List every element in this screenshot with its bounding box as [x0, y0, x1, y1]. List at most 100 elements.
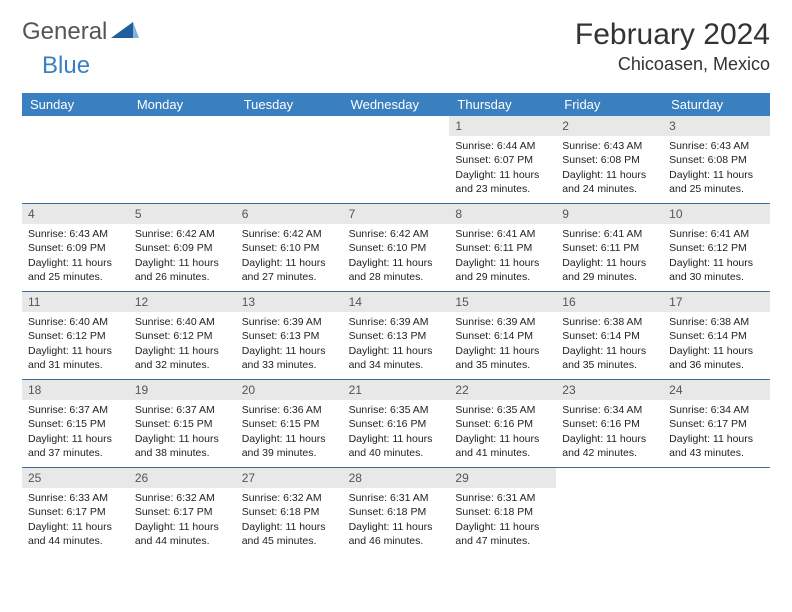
- day-number: 15: [449, 292, 556, 312]
- calendar-cell: [343, 116, 450, 204]
- day-number: 6: [236, 204, 343, 224]
- calendar-cell: 27Sunrise: 6:32 AMSunset: 6:18 PMDayligh…: [236, 468, 343, 556]
- day-details: Sunrise: 6:41 AMSunset: 6:11 PMDaylight:…: [556, 224, 663, 290]
- day-details: Sunrise: 6:39 AMSunset: 6:14 PMDaylight:…: [449, 312, 556, 378]
- weekday-header: Tuesday: [236, 93, 343, 116]
- calendar-cell: 16Sunrise: 6:38 AMSunset: 6:14 PMDayligh…: [556, 292, 663, 380]
- weekday-header: Friday: [556, 93, 663, 116]
- calendar-cell: 21Sunrise: 6:35 AMSunset: 6:16 PMDayligh…: [343, 380, 450, 468]
- day-details: Sunrise: 6:40 AMSunset: 6:12 PMDaylight:…: [129, 312, 236, 378]
- day-number: 7: [343, 204, 450, 224]
- calendar-cell: 15Sunrise: 6:39 AMSunset: 6:14 PMDayligh…: [449, 292, 556, 380]
- calendar-cell: 10Sunrise: 6:41 AMSunset: 6:12 PMDayligh…: [663, 204, 770, 292]
- day-number: 12: [129, 292, 236, 312]
- day-number: 25: [22, 468, 129, 488]
- day-number: 26: [129, 468, 236, 488]
- day-number: 18: [22, 380, 129, 400]
- calendar-cell: 3Sunrise: 6:43 AMSunset: 6:08 PMDaylight…: [663, 116, 770, 204]
- calendar-cell: 28Sunrise: 6:31 AMSunset: 6:18 PMDayligh…: [343, 468, 450, 556]
- day-number: 2: [556, 116, 663, 136]
- calendar-cell: 25Sunrise: 6:33 AMSunset: 6:17 PMDayligh…: [22, 468, 129, 556]
- day-details: Sunrise: 6:43 AMSunset: 6:08 PMDaylight:…: [556, 136, 663, 202]
- calendar-cell: 5Sunrise: 6:42 AMSunset: 6:09 PMDaylight…: [129, 204, 236, 292]
- weekday-header-row: SundayMondayTuesdayWednesdayThursdayFrid…: [22, 93, 770, 116]
- day-details: Sunrise: 6:31 AMSunset: 6:18 PMDaylight:…: [343, 488, 450, 554]
- day-details: Sunrise: 6:37 AMSunset: 6:15 PMDaylight:…: [22, 400, 129, 466]
- brand-logo: General: [22, 18, 139, 46]
- calendar-cell: 20Sunrise: 6:36 AMSunset: 6:15 PMDayligh…: [236, 380, 343, 468]
- calendar-cell: 22Sunrise: 6:35 AMSunset: 6:16 PMDayligh…: [449, 380, 556, 468]
- calendar-cell: 14Sunrise: 6:39 AMSunset: 6:13 PMDayligh…: [343, 292, 450, 380]
- day-number: 27: [236, 468, 343, 488]
- calendar-cell: 2Sunrise: 6:43 AMSunset: 6:08 PMDaylight…: [556, 116, 663, 204]
- weekday-header: Saturday: [663, 93, 770, 116]
- day-number: 29: [449, 468, 556, 488]
- calendar-cell: 26Sunrise: 6:32 AMSunset: 6:17 PMDayligh…: [129, 468, 236, 556]
- calendar-cell: 9Sunrise: 6:41 AMSunset: 6:11 PMDaylight…: [556, 204, 663, 292]
- day-number: 16: [556, 292, 663, 312]
- day-details: Sunrise: 6:41 AMSunset: 6:11 PMDaylight:…: [449, 224, 556, 290]
- day-number: 9: [556, 204, 663, 224]
- weekday-header: Thursday: [449, 93, 556, 116]
- day-details: Sunrise: 6:38 AMSunset: 6:14 PMDaylight:…: [663, 312, 770, 378]
- day-details: Sunrise: 6:43 AMSunset: 6:09 PMDaylight:…: [22, 224, 129, 290]
- brand-part2: Blue: [42, 52, 90, 79]
- day-number: 1: [449, 116, 556, 136]
- day-details: Sunrise: 6:31 AMSunset: 6:18 PMDaylight:…: [449, 488, 556, 554]
- day-details: Sunrise: 6:37 AMSunset: 6:15 PMDaylight:…: [129, 400, 236, 466]
- day-number: 4: [22, 204, 129, 224]
- day-details: Sunrise: 6:34 AMSunset: 6:16 PMDaylight:…: [556, 400, 663, 466]
- day-number: 14: [343, 292, 450, 312]
- day-details: Sunrise: 6:32 AMSunset: 6:18 PMDaylight:…: [236, 488, 343, 554]
- day-number: 24: [663, 380, 770, 400]
- day-number: 28: [343, 468, 450, 488]
- calendar-cell: 17Sunrise: 6:38 AMSunset: 6:14 PMDayligh…: [663, 292, 770, 380]
- calendar-cell: 1Sunrise: 6:44 AMSunset: 6:07 PMDaylight…: [449, 116, 556, 204]
- day-number: 8: [449, 204, 556, 224]
- day-details: Sunrise: 6:41 AMSunset: 6:12 PMDaylight:…: [663, 224, 770, 290]
- month-title: February 2024: [575, 18, 770, 52]
- day-number: 10: [663, 204, 770, 224]
- calendar-cell: 18Sunrise: 6:37 AMSunset: 6:15 PMDayligh…: [22, 380, 129, 468]
- day-number: 5: [129, 204, 236, 224]
- day-number: 11: [22, 292, 129, 312]
- day-number: 17: [663, 292, 770, 312]
- day-details: Sunrise: 6:36 AMSunset: 6:15 PMDaylight:…: [236, 400, 343, 466]
- calendar-cell: [22, 116, 129, 204]
- day-details: Sunrise: 6:44 AMSunset: 6:07 PMDaylight:…: [449, 136, 556, 202]
- weekday-header: Sunday: [22, 93, 129, 116]
- day-details: Sunrise: 6:39 AMSunset: 6:13 PMDaylight:…: [343, 312, 450, 378]
- day-details: Sunrise: 6:42 AMSunset: 6:10 PMDaylight:…: [236, 224, 343, 290]
- day-number: 23: [556, 380, 663, 400]
- day-number: 19: [129, 380, 236, 400]
- calendar-cell: 13Sunrise: 6:39 AMSunset: 6:13 PMDayligh…: [236, 292, 343, 380]
- day-details: Sunrise: 6:32 AMSunset: 6:17 PMDaylight:…: [129, 488, 236, 554]
- day-number: 20: [236, 380, 343, 400]
- day-number: 21: [343, 380, 450, 400]
- calendar-cell: [556, 468, 663, 556]
- day-details: Sunrise: 6:42 AMSunset: 6:09 PMDaylight:…: [129, 224, 236, 290]
- calendar-cell: 4Sunrise: 6:43 AMSunset: 6:09 PMDaylight…: [22, 204, 129, 292]
- day-details: Sunrise: 6:35 AMSunset: 6:16 PMDaylight:…: [449, 400, 556, 466]
- calendar-grid: 1Sunrise: 6:44 AMSunset: 6:07 PMDaylight…: [22, 116, 770, 556]
- calendar-cell: [129, 116, 236, 204]
- calendar-cell: 7Sunrise: 6:42 AMSunset: 6:10 PMDaylight…: [343, 204, 450, 292]
- calendar-cell: 23Sunrise: 6:34 AMSunset: 6:16 PMDayligh…: [556, 380, 663, 468]
- brand-part1: General: [22, 18, 107, 46]
- day-details: Sunrise: 6:35 AMSunset: 6:16 PMDaylight:…: [343, 400, 450, 466]
- day-number: 13: [236, 292, 343, 312]
- calendar-cell: [236, 116, 343, 204]
- day-details: Sunrise: 6:34 AMSunset: 6:17 PMDaylight:…: [663, 400, 770, 466]
- location-label: Chicoasen, Mexico: [575, 54, 770, 75]
- calendar-cell: 19Sunrise: 6:37 AMSunset: 6:15 PMDayligh…: [129, 380, 236, 468]
- calendar-cell: 12Sunrise: 6:40 AMSunset: 6:12 PMDayligh…: [129, 292, 236, 380]
- calendar-cell: [663, 468, 770, 556]
- calendar-cell: 29Sunrise: 6:31 AMSunset: 6:18 PMDayligh…: [449, 468, 556, 556]
- weekday-header: Wednesday: [343, 93, 450, 116]
- day-details: Sunrise: 6:40 AMSunset: 6:12 PMDaylight:…: [22, 312, 129, 378]
- calendar-cell: 24Sunrise: 6:34 AMSunset: 6:17 PMDayligh…: [663, 380, 770, 468]
- calendar-cell: 8Sunrise: 6:41 AMSunset: 6:11 PMDaylight…: [449, 204, 556, 292]
- day-details: Sunrise: 6:39 AMSunset: 6:13 PMDaylight:…: [236, 312, 343, 378]
- day-number: 22: [449, 380, 556, 400]
- calendar-cell: 6Sunrise: 6:42 AMSunset: 6:10 PMDaylight…: [236, 204, 343, 292]
